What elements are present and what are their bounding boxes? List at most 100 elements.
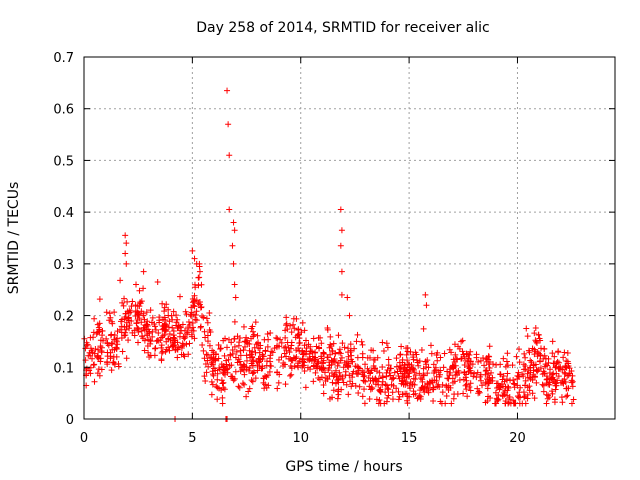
data-point — [380, 347, 387, 354]
data-point — [146, 330, 153, 337]
data-point — [293, 354, 300, 361]
data-point — [315, 334, 322, 341]
data-point — [233, 348, 240, 355]
data-point — [443, 393, 450, 400]
data-point — [398, 343, 405, 350]
data-point — [104, 339, 111, 346]
data-point — [193, 317, 200, 324]
data-point — [554, 377, 561, 384]
data-point — [225, 121, 232, 128]
data-point — [484, 385, 491, 392]
data-point — [284, 326, 291, 333]
data-point — [390, 374, 397, 381]
data-point — [364, 365, 371, 372]
data-point — [246, 340, 253, 347]
data-point — [403, 368, 410, 375]
data-point — [133, 281, 140, 288]
data-point — [134, 309, 141, 316]
data-point — [177, 330, 183, 337]
data-point — [202, 334, 209, 341]
data-point — [387, 372, 394, 379]
data-point — [430, 397, 437, 404]
data-point — [246, 347, 253, 354]
data-point — [159, 348, 166, 355]
data-point — [108, 340, 115, 347]
data-point — [198, 281, 205, 288]
data-point — [222, 371, 229, 378]
data-point — [191, 292, 198, 299]
data-point — [138, 298, 145, 305]
data-point — [440, 364, 447, 371]
data-point — [375, 375, 382, 382]
data-point — [243, 334, 250, 341]
data-point — [176, 293, 183, 300]
data-point — [106, 310, 113, 317]
data-point — [195, 274, 202, 281]
data-point — [384, 344, 391, 351]
data-point — [477, 377, 484, 384]
data-point — [471, 370, 478, 377]
data-point — [483, 367, 490, 374]
data-point — [151, 345, 158, 352]
data-point — [351, 345, 358, 352]
data-point — [364, 354, 371, 361]
data-point — [552, 386, 559, 393]
data-point — [121, 295, 128, 302]
data-point — [179, 340, 186, 347]
data-point — [389, 396, 396, 403]
data-point — [235, 383, 242, 390]
data-point — [338, 268, 345, 275]
data-point — [335, 391, 342, 398]
data-point — [94, 354, 101, 361]
data-point — [155, 330, 162, 337]
data-point — [292, 334, 299, 341]
data-point — [527, 357, 534, 364]
data-point — [513, 353, 520, 360]
data-point — [244, 337, 251, 344]
data-point — [193, 297, 200, 304]
data-point — [332, 350, 339, 357]
data-point — [467, 387, 474, 394]
data-point — [239, 380, 246, 387]
x-tick-label: 15 — [401, 431, 418, 446]
data-point — [487, 377, 494, 384]
data-point — [209, 347, 216, 354]
data-point — [106, 317, 113, 324]
data-point — [166, 318, 173, 325]
data-point — [359, 350, 366, 357]
data-point — [310, 363, 317, 370]
data-point — [140, 310, 147, 317]
data-point — [486, 353, 493, 360]
data-point — [523, 325, 530, 332]
data-point — [565, 385, 572, 392]
data-points — [81, 87, 577, 422]
data-point — [145, 349, 152, 356]
data-point — [405, 361, 412, 368]
data-point — [123, 260, 130, 267]
data-point — [400, 373, 407, 380]
data-point — [123, 240, 130, 247]
data-point — [548, 388, 555, 395]
data-point — [215, 355, 222, 362]
data-point — [531, 395, 538, 402]
data-point — [399, 378, 406, 385]
y-tick-label: 0.4 — [53, 206, 74, 221]
data-point — [316, 376, 323, 383]
data-point — [370, 356, 377, 363]
data-point — [334, 395, 341, 402]
data-point — [402, 381, 409, 388]
data-point — [283, 320, 290, 327]
data-point — [395, 388, 402, 395]
data-point — [254, 367, 261, 374]
data-point — [143, 309, 150, 316]
data-point — [134, 324, 141, 331]
data-point — [367, 386, 374, 393]
data-point — [537, 352, 544, 359]
data-point — [114, 341, 121, 348]
data-point — [206, 327, 213, 334]
data-point — [152, 345, 159, 352]
data-point — [444, 375, 451, 382]
data-point — [542, 361, 549, 368]
data-point — [125, 337, 132, 344]
data-point — [87, 352, 94, 359]
